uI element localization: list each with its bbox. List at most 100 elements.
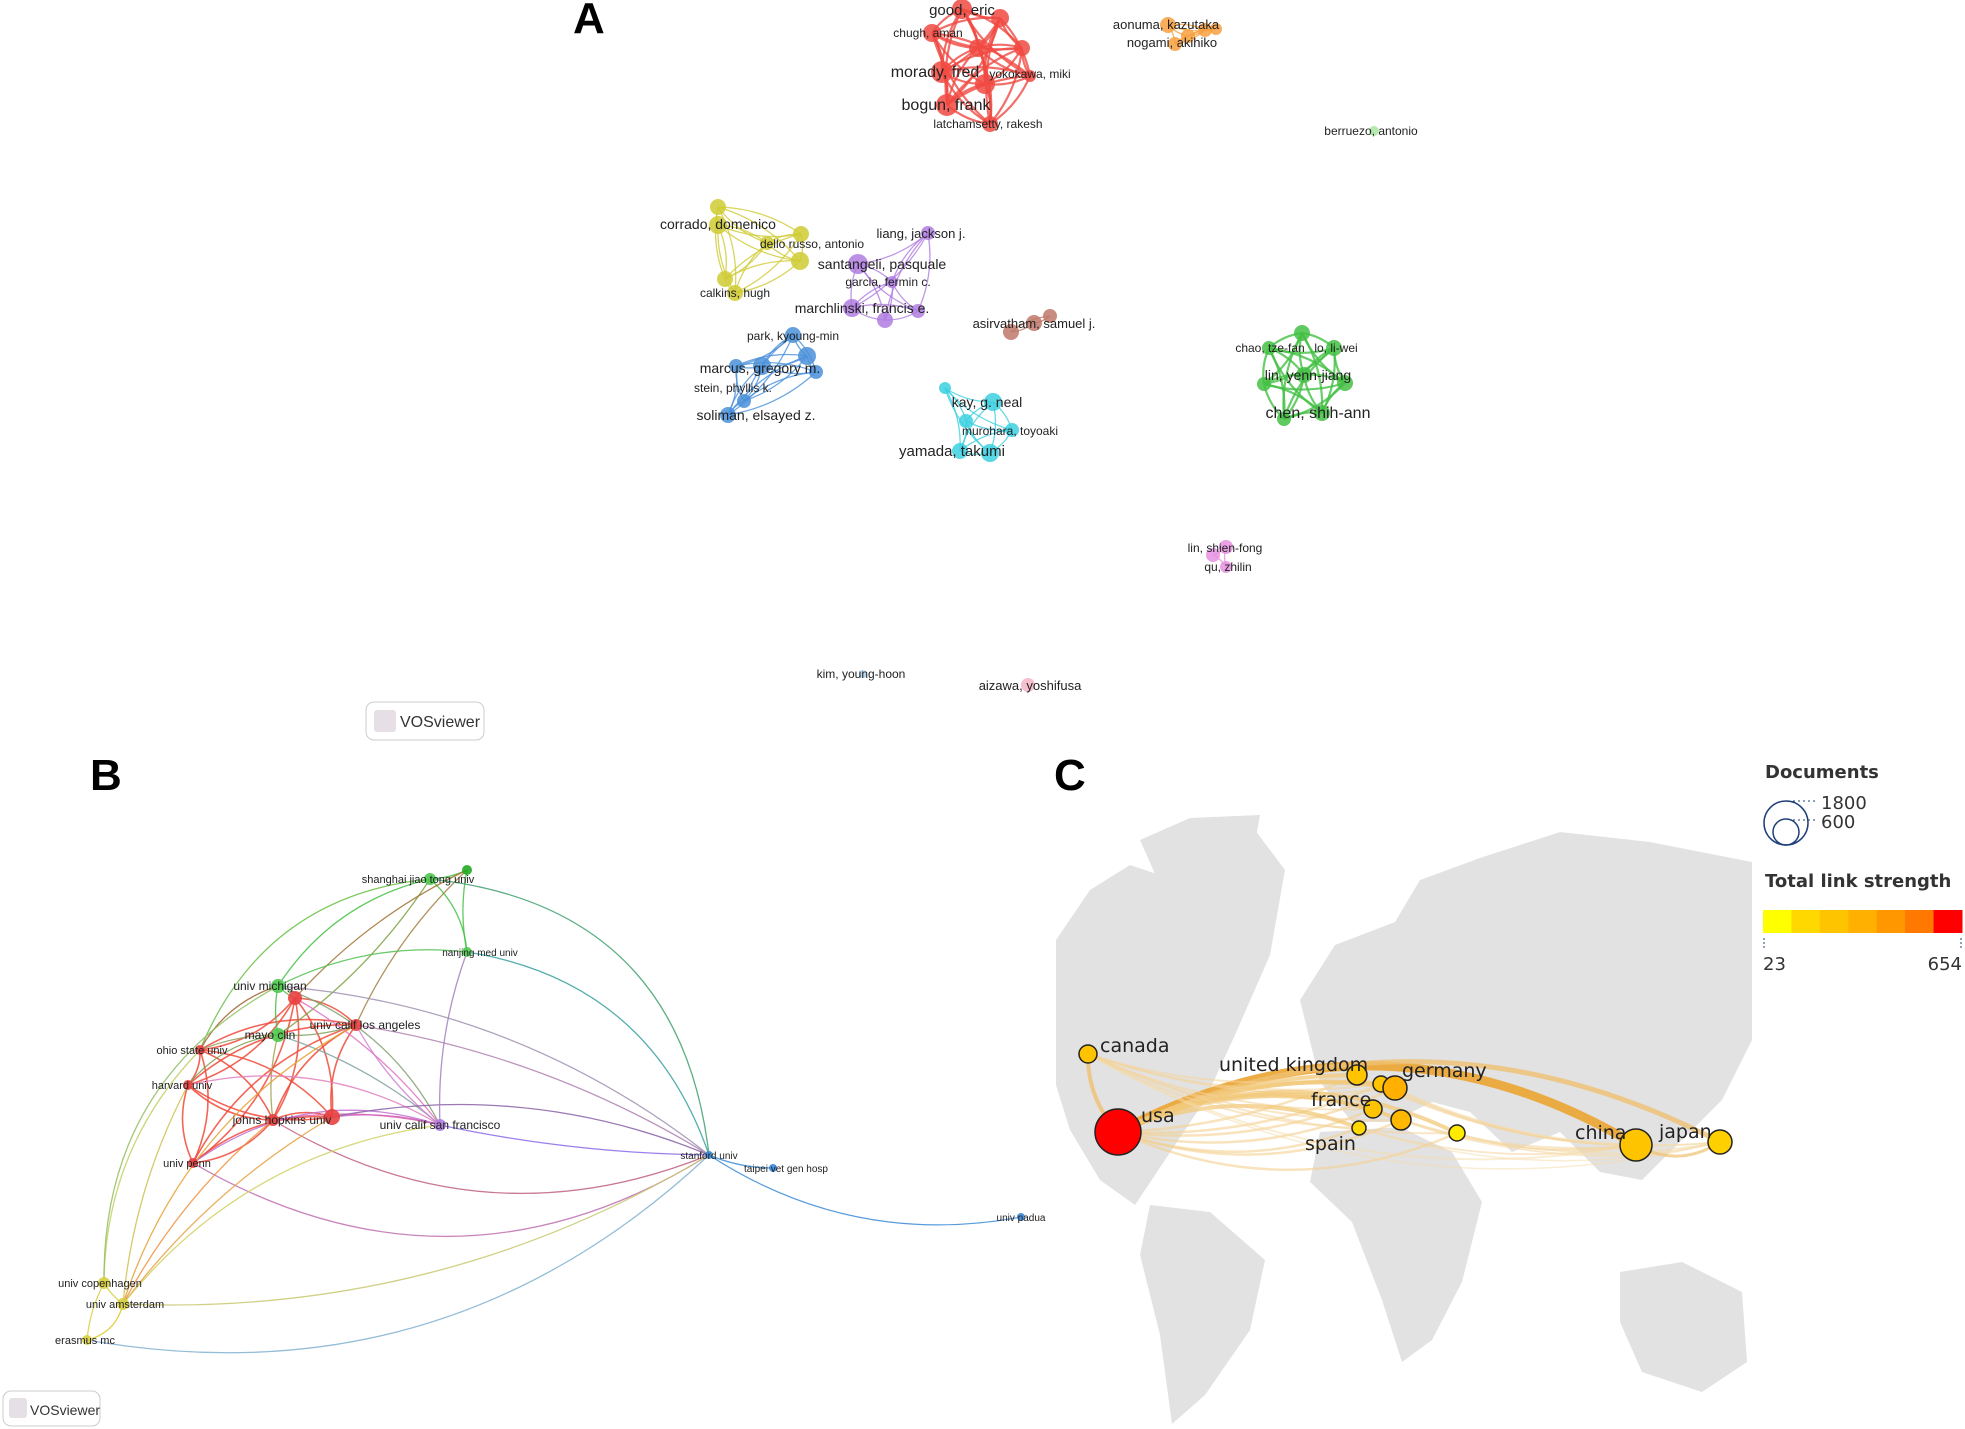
author-node[interactable] [939, 382, 951, 394]
author-node[interactable] [1005, 423, 1019, 437]
institution-node[interactable] [462, 865, 472, 875]
author-node[interactable] [1262, 341, 1276, 355]
author-node[interactable] [1168, 37, 1182, 51]
institution-node[interactable] [267, 1114, 279, 1126]
author-node[interactable] [931, 61, 953, 83]
country-node-uk[interactable] [1346, 1064, 1368, 1086]
institution-node[interactable] [288, 991, 302, 1005]
author-node[interactable] [969, 39, 987, 57]
author-node[interactable] [791, 252, 809, 270]
author-node[interactable] [1206, 548, 1220, 562]
author-node[interactable] [1326, 340, 1342, 356]
author-node[interactable] [991, 9, 1009, 27]
author-node[interactable] [921, 226, 935, 240]
author-node[interactable] [1198, 23, 1212, 37]
institution-node[interactable] [434, 1119, 446, 1131]
institution-node[interactable] [350, 1019, 362, 1031]
link [734, 233, 802, 294]
author-node[interactable] [1181, 29, 1195, 43]
country-node-turkey[interactable] [1448, 1124, 1466, 1142]
country-node-spain[interactable] [1351, 1120, 1367, 1136]
author-node[interactable] [1220, 561, 1232, 573]
panel-a-links [714, 7, 1346, 568]
author-node[interactable] [1296, 367, 1312, 383]
author-node[interactable] [859, 670, 867, 678]
country-node-germany[interactable] [1382, 1075, 1408, 1101]
author-node[interactable] [1210, 23, 1222, 35]
author-node[interactable] [1160, 17, 1176, 33]
institution-node[interactable] [195, 1045, 205, 1055]
author-node[interactable] [709, 216, 727, 234]
author-node[interactable] [1026, 315, 1042, 331]
legend-scale-segment [1791, 910, 1821, 933]
institution-node[interactable] [1017, 1213, 1025, 1221]
institution-node[interactable] [188, 1158, 198, 1168]
author-node[interactable] [877, 312, 893, 328]
author-node[interactable] [753, 357, 771, 375]
author-node[interactable] [1219, 540, 1233, 554]
author-node[interactable] [793, 226, 809, 242]
author-node[interactable] [923, 24, 941, 42]
author-node[interactable] [710, 199, 726, 215]
country-node-france[interactable] [1363, 1099, 1383, 1119]
author-node[interactable] [720, 407, 736, 423]
institution-node[interactable] [769, 1164, 777, 1172]
link [985, 17, 1002, 125]
country-node-usa[interactable] [1094, 1108, 1142, 1156]
author-node[interactable] [959, 414, 973, 428]
institution-node[interactable] [183, 1080, 193, 1090]
author-node[interactable] [843, 299, 861, 317]
author-node[interactable] [981, 444, 999, 462]
link [187, 1034, 279, 1086]
institution-node[interactable] [271, 1028, 285, 1042]
author-node[interactable] [798, 347, 816, 365]
country-node-canada[interactable] [1078, 1044, 1098, 1064]
canada-japan-link [1087, 1053, 1721, 1170]
author-node[interactable] [729, 359, 743, 373]
author-node[interactable] [1257, 377, 1271, 391]
author-node[interactable] [1314, 405, 1330, 421]
author-node[interactable] [982, 116, 998, 132]
author-label: chao, tze-fan [1235, 341, 1304, 355]
author-node[interactable] [1369, 126, 1379, 136]
author-node[interactable] [760, 236, 774, 250]
author-node[interactable] [1003, 324, 1019, 340]
link [989, 47, 1024, 125]
author-node[interactable] [1277, 412, 1291, 426]
author-node[interactable] [1024, 70, 1036, 82]
canada-europe-link [1087, 1053, 1396, 1095]
author-node[interactable] [1294, 325, 1310, 341]
institution-node[interactable] [424, 873, 436, 885]
author-node[interactable] [809, 365, 823, 379]
institution-node[interactable] [82, 1335, 92, 1345]
author-node[interactable] [1043, 309, 1057, 323]
country-node-italy[interactable] [1390, 1109, 1412, 1131]
author-node[interactable] [886, 276, 898, 288]
author-node[interactable] [952, 443, 968, 459]
author-node[interactable] [936, 94, 958, 116]
author-node[interactable] [984, 393, 1002, 411]
author-node[interactable] [1014, 40, 1030, 56]
institution-node[interactable] [462, 947, 472, 957]
institution-node[interactable] [98, 1277, 110, 1289]
link [717, 206, 737, 294]
author-node[interactable] [848, 254, 868, 274]
badge-label: VOSviewer [30, 1402, 100, 1418]
author-node[interactable] [727, 285, 743, 301]
country-node-china[interactable] [1619, 1128, 1653, 1162]
institution-node[interactable] [271, 979, 285, 993]
institution-node[interactable] [117, 1298, 129, 1310]
author-node[interactable] [717, 271, 733, 287]
author-node[interactable] [1337, 375, 1353, 391]
link [466, 951, 710, 1156]
author-node[interactable] [1021, 678, 1035, 692]
author-node[interactable] [975, 74, 995, 94]
author-node[interactable] [952, 0, 972, 19]
author-node[interactable] [785, 327, 801, 343]
author-label: lo, li-wei [1314, 341, 1357, 355]
author-node[interactable] [737, 394, 751, 408]
country-node-japan[interactable] [1707, 1129, 1733, 1155]
institution-node[interactable] [324, 1109, 340, 1125]
institution-node[interactable] [705, 1151, 713, 1159]
author-node[interactable] [911, 304, 925, 318]
